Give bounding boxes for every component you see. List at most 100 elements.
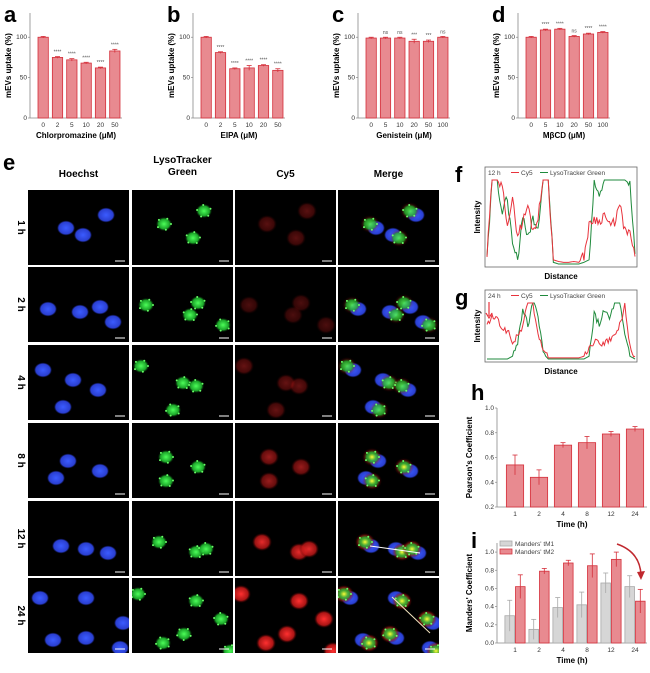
y-axis-title: mEVs uptake (%) <box>167 33 176 98</box>
lysosome-dot <box>432 615 435 618</box>
image-background <box>28 501 129 576</box>
lysosome-dot <box>198 605 201 608</box>
lysosome-dot <box>189 634 192 637</box>
y-tick-label: 100 <box>344 34 355 41</box>
lysosome-dot <box>171 479 174 482</box>
micrograph-merge <box>338 578 439 653</box>
lysosome-dot <box>364 477 367 480</box>
cells <box>342 294 439 334</box>
plot-frame <box>484 289 638 363</box>
column-header: Merge <box>374 169 404 180</box>
legend-label: LysoTracker Green <box>550 170 606 177</box>
cells <box>235 585 336 653</box>
lysosome-dot <box>430 645 433 648</box>
lysosome-dot <box>384 628 387 631</box>
bar <box>582 33 595 119</box>
lysosome-dot <box>415 207 418 210</box>
lysotracker-signal <box>165 403 181 417</box>
lysosome-dot <box>402 209 405 212</box>
x-axis-title: MβCD (μM) <box>543 131 586 140</box>
lysosome-dot <box>139 299 142 302</box>
nucleus <box>114 615 129 631</box>
lysosome-dot <box>152 536 155 539</box>
micrograph-lysotracker <box>132 501 233 576</box>
lysosome-dot <box>410 542 413 545</box>
lysosome-dot <box>373 638 376 641</box>
lysosome-dot <box>388 638 391 641</box>
lysosome-dot <box>340 360 343 363</box>
lysosome-dot <box>138 598 141 601</box>
legend-label: Cy5 <box>521 170 533 177</box>
lysosome-dot <box>347 370 350 373</box>
lysosome-dot <box>203 463 206 466</box>
micrograph-cy5 <box>235 578 336 653</box>
lysotracker-signal <box>138 298 154 312</box>
lysosome-dot <box>177 386 180 389</box>
nucleus <box>34 362 52 378</box>
profile-line <box>369 545 421 554</box>
lysosome-dot <box>375 403 378 406</box>
x-tick-label: 8 <box>585 511 589 518</box>
lysotracker-signal <box>213 612 229 626</box>
lysotracker-signal <box>362 217 378 231</box>
lysosome-dot <box>374 485 377 488</box>
significance-label: ns <box>572 29 578 35</box>
lysotracker-signal <box>132 587 146 601</box>
image-background <box>132 501 233 576</box>
cells <box>259 448 311 490</box>
column-header: Green <box>168 167 197 178</box>
lysosome-dot <box>417 545 420 548</box>
nucleus <box>97 207 115 223</box>
y-tick-label: 0.2 <box>485 504 494 511</box>
bar <box>554 28 566 119</box>
lysosome-dot <box>345 299 348 302</box>
bar <box>601 433 621 508</box>
cells <box>360 202 425 247</box>
y-axis-title: mEVs uptake (%) <box>332 33 341 98</box>
lysotracker-signal <box>188 379 204 393</box>
bar <box>229 68 241 119</box>
x-axis-title: Distance <box>544 367 578 376</box>
lysosome-dot <box>201 382 204 385</box>
y-tick-label: 0 <box>23 115 27 122</box>
x-tick-label: 5 <box>384 122 388 129</box>
significance-label: **** <box>260 58 268 64</box>
significance-label: **** <box>97 60 105 66</box>
x-tick-label: 2 <box>56 122 60 129</box>
micrograph-hoechst <box>28 345 129 420</box>
lysosome-dot <box>143 359 146 362</box>
image-background <box>338 423 439 498</box>
y-tick-label: 0.0 <box>485 640 494 647</box>
cells <box>57 207 115 243</box>
lysosome-dot <box>374 450 377 453</box>
cells <box>47 453 109 486</box>
x-axis-title: Time (h) <box>557 520 588 529</box>
lysosome-dot <box>358 536 361 539</box>
bar <box>597 31 609 119</box>
nucleus <box>44 632 62 648</box>
lysotracker-signal <box>182 308 198 322</box>
significance-label: **** <box>556 21 564 27</box>
lysosome-dot <box>398 319 401 322</box>
y-axis-title: Pearson's Coefficient <box>465 416 474 498</box>
lysosome-dot <box>404 556 407 559</box>
lysosome-dot <box>159 459 162 462</box>
cy5-signal <box>316 316 336 334</box>
lysosome-dot <box>187 241 190 244</box>
significance-label: ns <box>440 29 446 35</box>
lysosome-dot <box>372 474 375 477</box>
lysosome-dot <box>202 204 205 207</box>
lysosome-dot <box>204 542 207 545</box>
lysosome-dot <box>217 623 220 626</box>
lysosome-dot <box>148 298 151 301</box>
lysosome-dot <box>211 545 214 548</box>
y-tick-label: 0.6 <box>485 455 494 462</box>
colocalization <box>365 639 373 647</box>
lysosome-dot <box>365 546 368 549</box>
y-axis-title: Manders' Coefficient <box>465 553 474 632</box>
line-lysotracker <box>487 302 636 360</box>
panel-label: f <box>455 162 463 187</box>
lysosome-dot <box>196 209 199 212</box>
lysosome-dot <box>340 368 343 371</box>
bar <box>272 69 284 119</box>
